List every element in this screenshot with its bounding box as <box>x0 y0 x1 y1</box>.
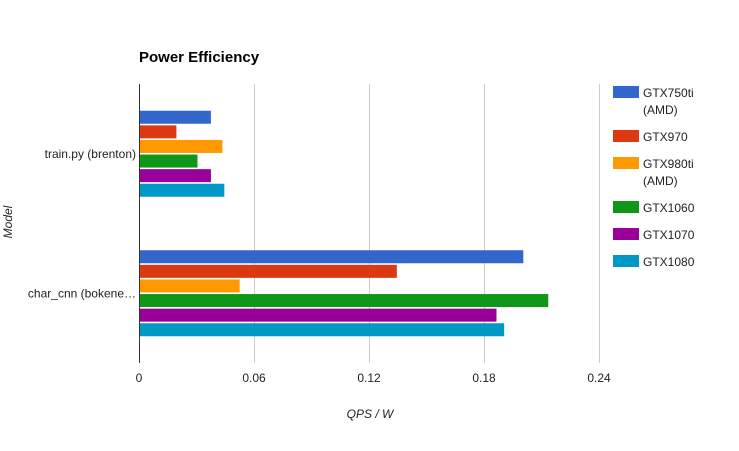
legend-swatch <box>613 201 639 213</box>
legend-swatch <box>613 228 639 240</box>
bar <box>140 294 549 308</box>
bar <box>140 279 240 293</box>
bar <box>140 264 397 278</box>
legend-label: GTX980ti <box>643 157 694 171</box>
bar <box>140 250 524 264</box>
legend-swatch <box>613 86 639 98</box>
y-axis-title: Model <box>1 205 15 238</box>
bar <box>140 139 223 153</box>
bar <box>140 110 211 124</box>
x-tick-label: 0.06 <box>242 371 266 385</box>
bar <box>140 169 211 183</box>
legend-label: (AMD) <box>643 174 678 188</box>
legend-label: GTX1080 <box>643 255 695 269</box>
legend-swatch <box>613 157 639 169</box>
legend-label: GTX1070 <box>643 228 695 242</box>
bar <box>140 183 225 197</box>
category-labels: train.py (brenton) char_cnn (bokene… <box>28 147 136 301</box>
bar <box>140 154 198 168</box>
bars <box>140 110 549 337</box>
bar <box>140 323 505 337</box>
legend-label: GTX750ti <box>643 86 694 100</box>
legend-label: GTX1060 <box>643 201 695 215</box>
legend: GTX750ti (AMD) GTX970 GTX980ti (AMD) GTX1060 G… <box>613 86 695 269</box>
bar <box>140 125 177 139</box>
category-label: train.py (brenton) <box>45 147 136 161</box>
category-label: char_cnn (bokene… <box>28 286 136 300</box>
bar <box>140 308 497 322</box>
legend-swatch <box>613 130 639 142</box>
x-tick-labels: 0 0.06 0.12 0.18 0.24 <box>136 371 611 385</box>
x-tick-label: 0.12 <box>357 371 381 385</box>
x-tick-label: 0.18 <box>472 371 496 385</box>
x-tick-label: 0.24 <box>587 371 611 385</box>
legend-label: (AMD) <box>643 103 678 117</box>
x-tick-label: 0 <box>136 371 143 385</box>
legend-label: GTX970 <box>643 130 688 144</box>
legend-swatch <box>613 255 639 267</box>
chart-title: Power Efficiency <box>139 49 260 66</box>
x-axis-title: QPS / W <box>347 407 395 421</box>
